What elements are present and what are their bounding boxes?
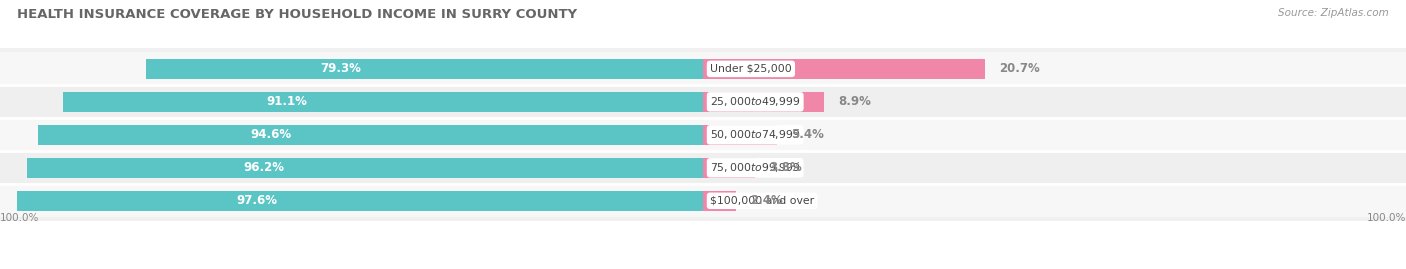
Text: $75,000 to $99,999: $75,000 to $99,999 (710, 161, 800, 174)
Text: $100,000 and over: $100,000 and over (710, 196, 814, 206)
Bar (0, 118, 1406, 151)
Bar (0, 184, 1406, 217)
Text: $50,000 to $74,999: $50,000 to $74,999 (710, 128, 800, 141)
Bar (703, 59, 986, 79)
Bar (146, 59, 703, 79)
Bar (703, 191, 735, 211)
Text: Source: ZipAtlas.com: Source: ZipAtlas.com (1278, 8, 1389, 18)
Text: 8.9%: 8.9% (838, 95, 872, 108)
Text: 97.6%: 97.6% (236, 194, 277, 207)
Bar (38, 125, 703, 145)
Bar (703, 158, 755, 178)
Text: 94.6%: 94.6% (250, 128, 291, 141)
Bar (63, 92, 703, 112)
Text: Under $25,000: Under $25,000 (710, 64, 792, 74)
Text: 91.1%: 91.1% (266, 95, 307, 108)
Bar (17, 191, 703, 211)
Text: 20.7%: 20.7% (1000, 62, 1040, 75)
Text: 96.2%: 96.2% (243, 161, 284, 174)
Text: HEALTH INSURANCE COVERAGE BY HOUSEHOLD INCOME IN SURRY COUNTY: HEALTH INSURANCE COVERAGE BY HOUSEHOLD I… (17, 8, 576, 21)
Text: $25,000 to $49,999: $25,000 to $49,999 (710, 95, 800, 108)
Bar (703, 92, 824, 112)
Bar (0, 151, 1406, 184)
Text: 79.3%: 79.3% (321, 62, 361, 75)
Bar (0, 52, 1406, 85)
Bar (0, 85, 1406, 118)
Text: 100.0%: 100.0% (1367, 213, 1406, 223)
Text: 2.4%: 2.4% (749, 194, 783, 207)
Bar (27, 158, 703, 178)
Text: 5.4%: 5.4% (790, 128, 824, 141)
Bar (703, 125, 776, 145)
Text: 100.0%: 100.0% (0, 213, 39, 223)
Text: 3.8%: 3.8% (769, 161, 801, 174)
